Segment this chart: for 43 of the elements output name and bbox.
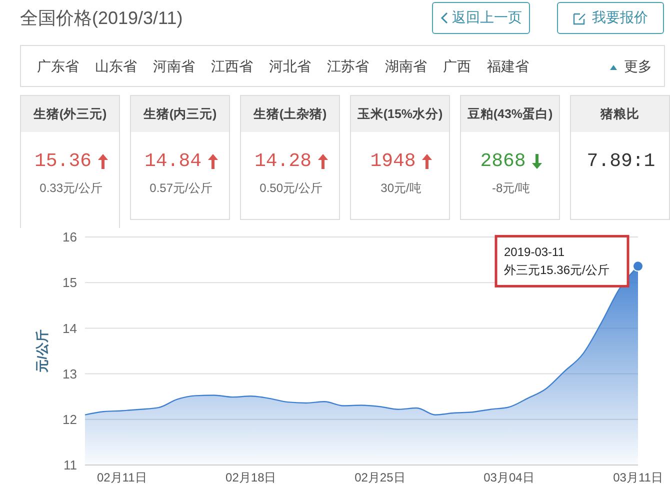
text: 30元/吨 [380,180,422,197]
annotation: 2019-03-11 外三元15.36元/公斤 [504,245,610,278]
y-tick-label: 15 [62,275,77,290]
text: 7.89:1 [586,150,656,172]
category-label: 河南省 [153,58,195,76]
text: -8元/吨 [490,180,531,197]
text: 我要报价 [557,2,664,34]
text: 14.28 [254,150,312,172]
category-label: 河北省 [269,58,311,76]
category-label: 生猪(内三元) [131,96,229,132]
x-tick-label: 03月11日 [613,470,663,485]
text: 15.36 [34,150,92,172]
y-axis-title: 元/公斤 [34,330,50,374]
category-label: 生猪(外三元) [21,96,119,132]
category-label: 猪粮比 [571,96,669,132]
text: 0.57元/公斤 [148,180,214,197]
y-tick-label: 13 [62,366,77,382]
category-label: 湖南省 [385,58,427,76]
text: 0.33元/公斤 [38,180,104,197]
category-label: 福建省 [487,58,529,76]
category-label: 山东省 [95,58,137,76]
x-tick-label: 02月11日 [96,470,147,485]
text: 14.84 [144,150,202,172]
text: 返回上一页 [432,2,530,34]
category-label: 江苏省 [327,58,369,76]
text: 全国价格(2019/3/11) [20,7,183,30]
category-label: 广东省 [37,58,79,76]
y-tick-label: 16 [62,230,77,245]
category-label: 江西省 [211,58,253,76]
text: 1948 [370,150,416,172]
y-tick-label: 12 [62,412,77,428]
y-tick-label: 11 [64,458,77,473]
category-label: 生猪(土杂猪) [241,96,339,132]
category-label: 豆粕(43%蛋白) [461,96,559,132]
x-tick-label: 02月25日 [354,470,406,485]
y-tick-label: 14 [62,320,77,336]
category-label: 玉米(15%水分) [351,96,449,132]
x-tick-label: 03月04日 [484,470,534,485]
x-tick-label: 02月18日 [226,470,276,485]
text: 0.50元/公斤 [258,180,324,197]
category-label: 广西 [443,58,471,76]
text: 2868 [480,150,526,172]
text: 更多 [623,58,652,76]
